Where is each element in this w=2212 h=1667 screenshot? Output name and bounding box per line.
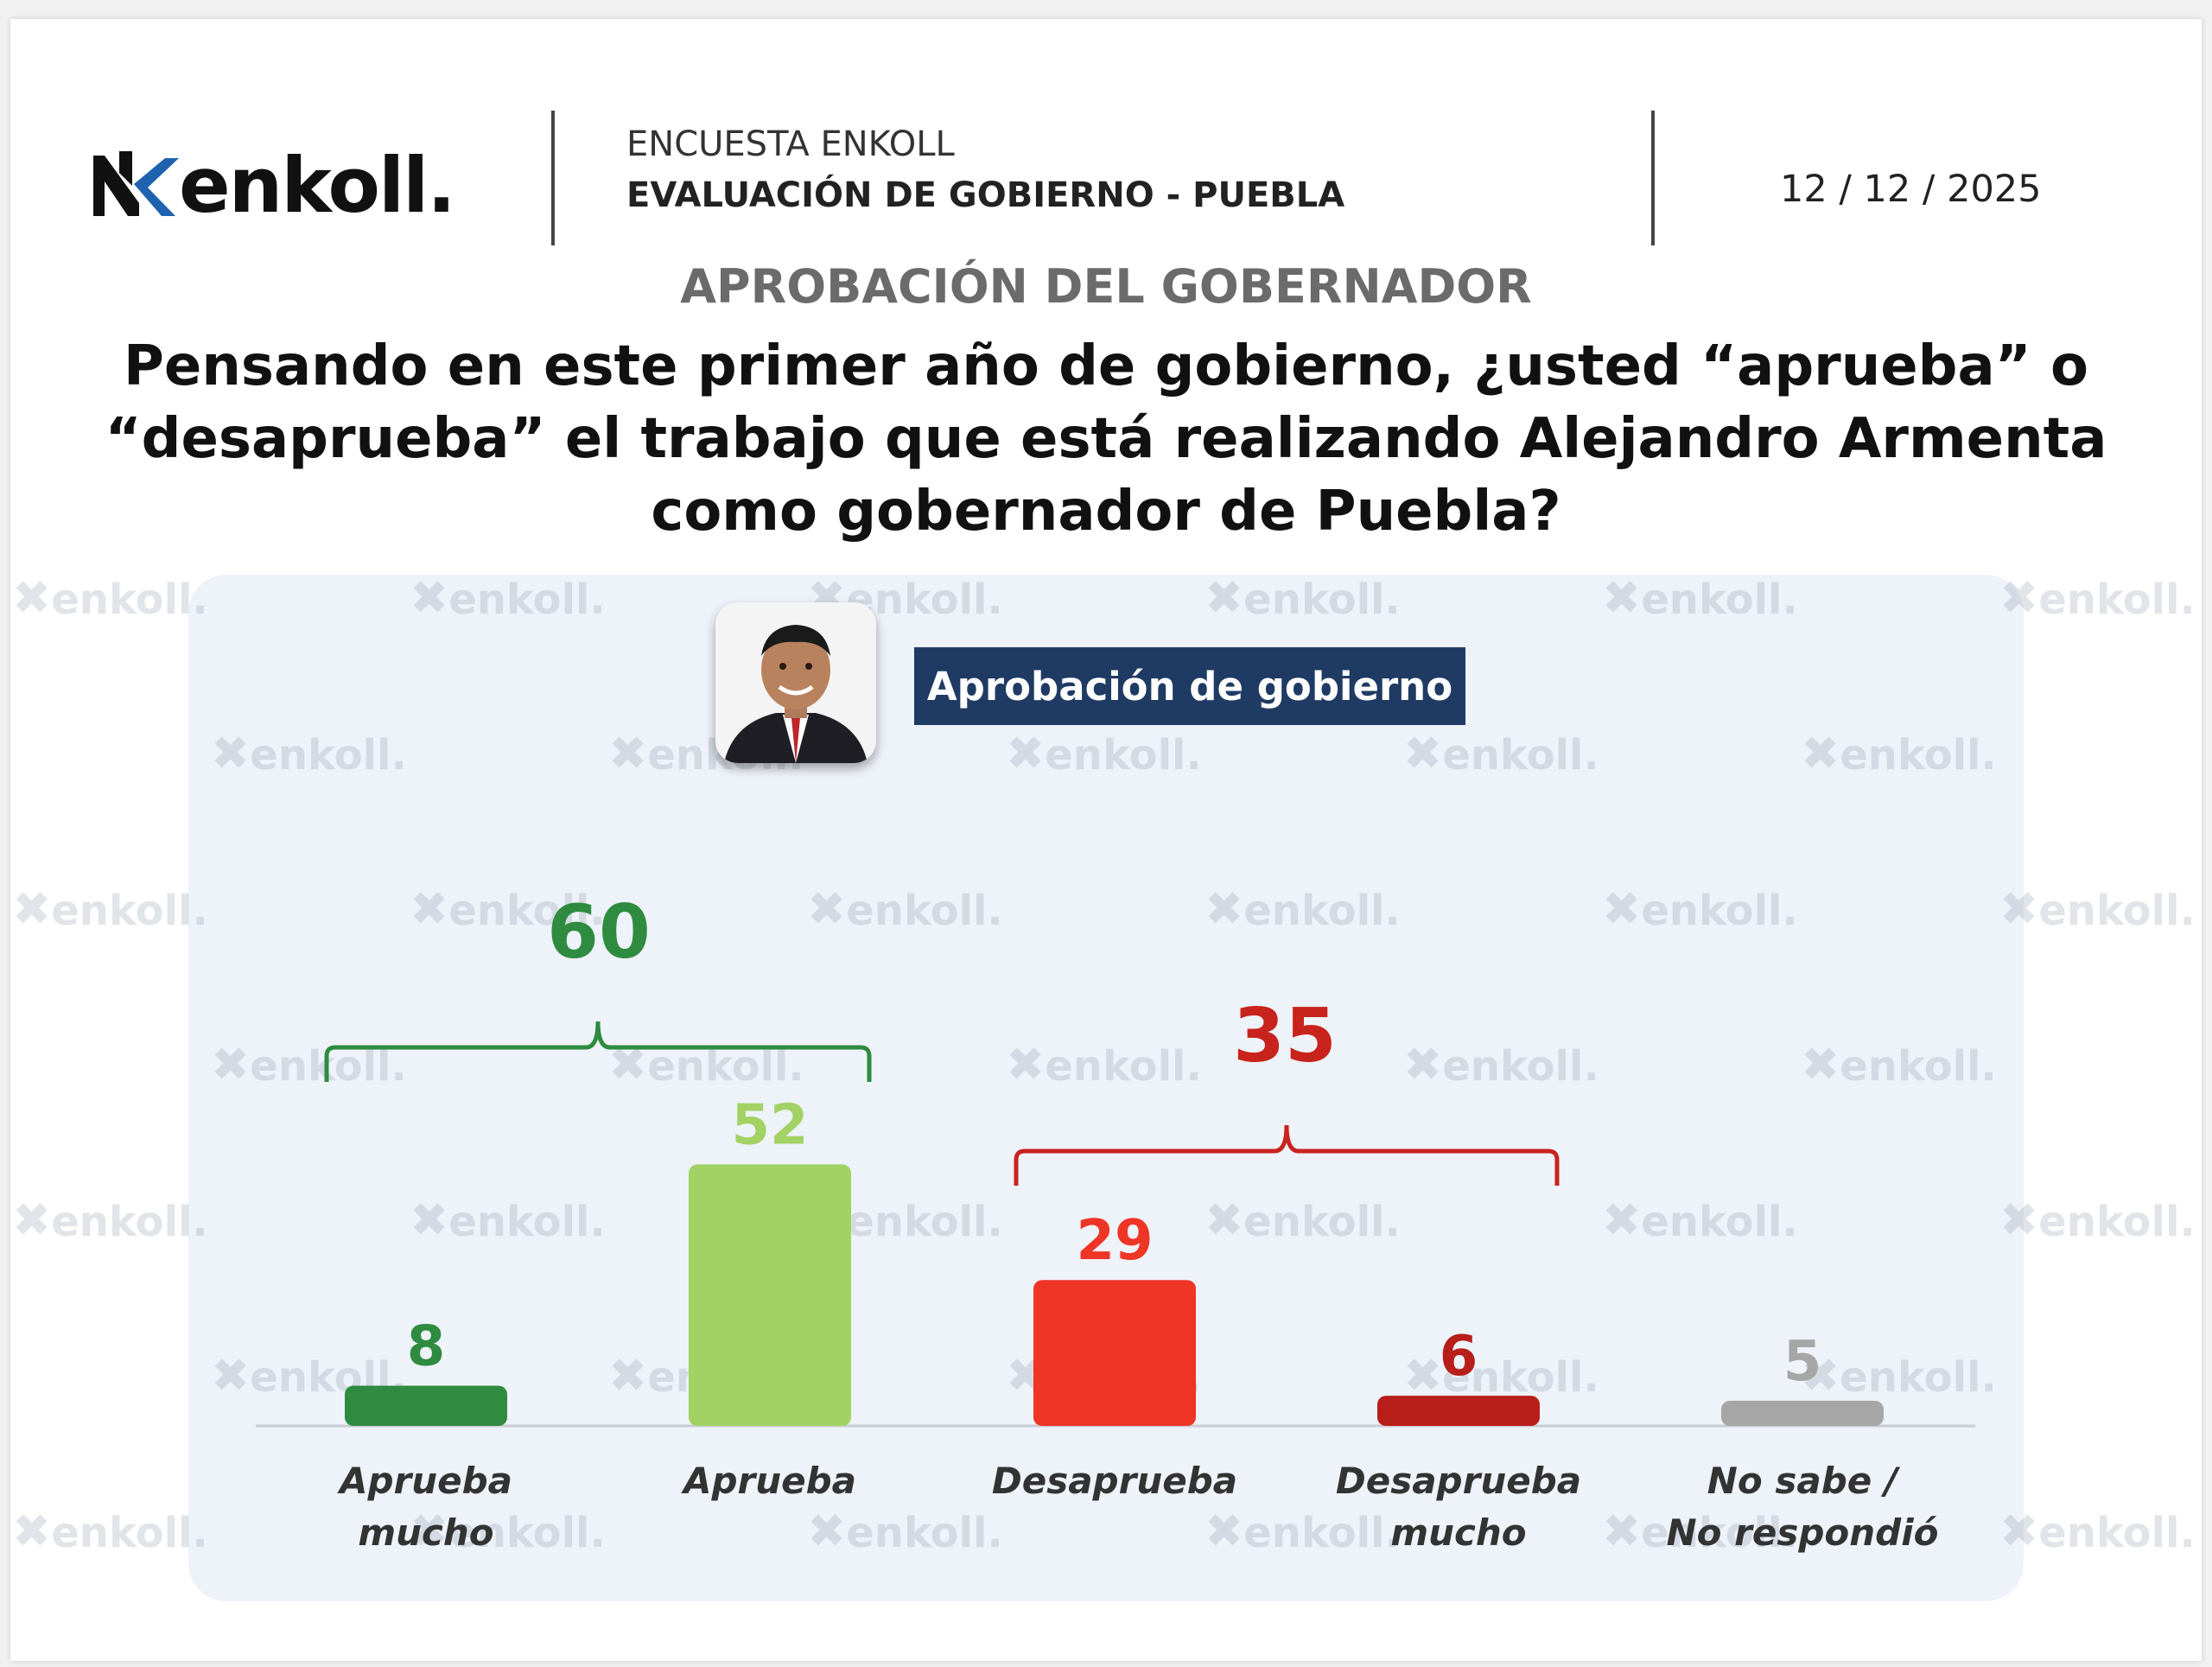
bar-value-label-2: 52 (731, 1093, 808, 1157)
question-text: Pensando en este primer año de gobierno,… (105, 334, 2107, 544)
enkoll-logo: enkoll. (89, 130, 456, 233)
bar-3 (1033, 1280, 1196, 1426)
governor-photo (715, 602, 876, 763)
group-total-label-2: 35 (1233, 993, 1337, 1079)
survey-title: EVALUACIÓN DE GOBIERNO - PUEBLA (626, 175, 1345, 215)
group-bracket-2 (1014, 1124, 1560, 1186)
category-label-5: No sabe / No respondió (1667, 1460, 1939, 1554)
bar-value-label-1: 8 (407, 1314, 446, 1378)
category-label-2: Aprueba (681, 1460, 856, 1502)
chart-panel (188, 575, 2024, 1601)
bar-value-label-5: 5 (1783, 1330, 1822, 1394)
chart-title: Aprobación de gobierno (914, 647, 1465, 725)
group-bracket-1 (324, 1021, 872, 1082)
bar-value-label-4: 6 (1440, 1325, 1478, 1389)
header-divider-left (551, 111, 555, 245)
bar-4 (1377, 1396, 1540, 1426)
header-divider-right (1651, 111, 1655, 245)
bar-5 (1721, 1400, 1884, 1426)
category-label-1: Aprueba mucho (337, 1460, 512, 1554)
category-label-4: Desaprueba mucho (1336, 1460, 1581, 1554)
category-label-3: Desaprueba (992, 1460, 1237, 1502)
group-total-label-1: 60 (547, 889, 651, 976)
enkoll-logo-icon (93, 151, 179, 216)
bar-1 (345, 1385, 507, 1426)
survey-date: 12 / 12 / 2025 (1780, 168, 2042, 211)
governor-portrait-icon (715, 602, 876, 763)
bar-2 (689, 1164, 851, 1426)
section-title: APROBACIÓN DEL GOBERNADOR (680, 259, 1532, 314)
survey-label: ENCUESTA ENKOLL (626, 124, 955, 164)
bar-value-label-3: 29 (1076, 1209, 1153, 1273)
logo-text: enkoll. (179, 140, 456, 230)
